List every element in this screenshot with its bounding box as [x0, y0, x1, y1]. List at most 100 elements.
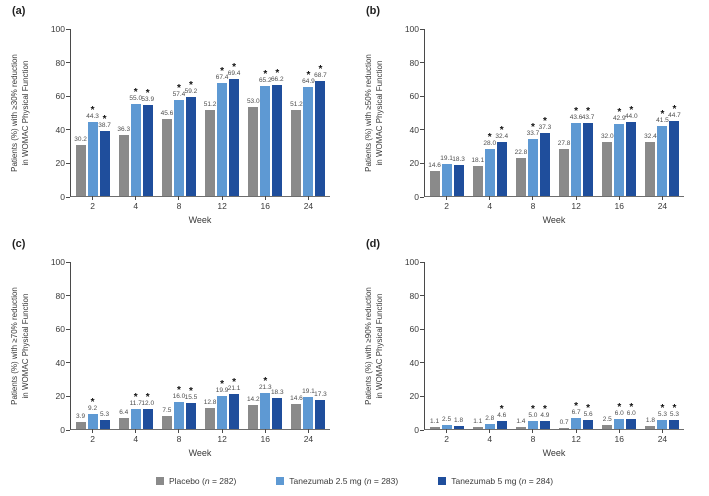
bar — [614, 123, 625, 196]
x-tick-mark — [307, 196, 309, 200]
bar-value-label: 55.0 — [129, 94, 143, 102]
x-axis-slot: 12 — [201, 196, 244, 211]
bar-group: 51.2 * 64.9 * 68.7 — [287, 29, 330, 196]
x-axis: 2 4 8 12 16 24 — [71, 429, 330, 444]
x-axis-slot: 16 — [598, 196, 641, 211]
y-tick-label: 20 — [409, 391, 419, 402]
significance-star: * — [145, 391, 150, 403]
bar — [229, 79, 240, 196]
y-tick-label: 40 — [55, 124, 65, 135]
bar-value-label: 3.9 — [76, 413, 86, 421]
x-tick-label: 16 — [614, 201, 624, 211]
x-tick-mark — [92, 196, 94, 200]
x-tick-label: 2 — [90, 434, 95, 444]
plot-area: 0 20 40 60 80 100 30.2 * 44.3 * 38.7 36.3 * 55.0 * 53.9… — [51, 24, 330, 211]
significance-star: * — [660, 109, 665, 121]
bar-cell: * 59.2 — [185, 80, 197, 196]
bar-group: 22.8 * 33.7 * 37.3 — [511, 29, 554, 196]
bar-value-label: 14.6 — [428, 162, 441, 170]
bar-cell: * 42.9 — [613, 106, 626, 196]
significance-star: * — [318, 63, 323, 75]
bar — [260, 86, 271, 196]
x-tick-label: 8 — [176, 201, 182, 211]
x-tick-label: 2 — [90, 201, 95, 211]
bar-cell: * 16.0 — [172, 386, 186, 429]
significance-star: * — [617, 401, 622, 413]
significance-star: * — [263, 376, 268, 388]
y-axis-label: Patients (%) with ≥90% reduction in WOMAC… — [363, 260, 389, 432]
x-axis: 2 4 8 12 16 24 — [425, 196, 684, 211]
bar — [291, 109, 302, 196]
bar-group: 30.2 * 44.3 * 38.7 — [71, 29, 114, 196]
y-tick-label: 100 — [50, 257, 65, 267]
x-tick-mark — [264, 196, 266, 200]
x-axis-slot: 2 — [71, 429, 114, 444]
bar-value-label: 44.7 — [668, 111, 681, 119]
x-tick-mark — [221, 196, 223, 200]
bar-cell: 1.4 — [515, 418, 526, 429]
bar-group: 14.6 19.1 18.3 — [425, 29, 468, 196]
bar-cell: * 5.6 — [583, 403, 594, 429]
bar — [571, 417, 582, 429]
significance-star: * — [629, 401, 634, 413]
bar — [272, 398, 283, 429]
bar-value-label: 28.0 — [483, 139, 497, 147]
bar-value-label: 22.8 — [514, 148, 528, 156]
bar-value-label: 16.0 — [172, 393, 186, 401]
figure-grid: (a) Patients (%) with ≥30% reduction in WO… — [9, 5, 684, 458]
bar-cell: 6.4 — [118, 409, 129, 429]
significance-star: * — [487, 131, 492, 143]
significance-star: * — [530, 403, 535, 415]
bar-group: 14.2 * 21.3 18.3 — [244, 262, 287, 429]
x-tick-mark — [532, 196, 534, 200]
bar-cell: 18.3 — [271, 389, 284, 429]
significance-star: * — [263, 69, 268, 81]
x-axis-slot: 12 — [555, 429, 598, 444]
panel-letter: (c) — [12, 238, 26, 250]
significance-star: * — [617, 106, 622, 118]
bar — [248, 405, 259, 429]
y-tick-label: 60 — [55, 91, 65, 102]
y-axis-label-line: in WOMAC Physical Function — [21, 293, 30, 399]
y-axis-label-line: in WOMAC Physical Function — [375, 293, 384, 399]
bar-value-label: 44.3 — [86, 112, 99, 120]
bar — [645, 425, 656, 429]
bar — [75, 422, 86, 429]
bar-cell: 3.9 — [75, 413, 86, 429]
x-tick-label: 12 — [217, 434, 227, 444]
x-tick-mark — [221, 429, 223, 433]
bar — [142, 105, 153, 196]
y-tick-label: 100 — [404, 257, 419, 267]
x-tick-label: 2 — [444, 201, 449, 211]
y-tick-label: 20 — [55, 391, 65, 402]
legend-swatch — [155, 477, 164, 485]
y-axis-label-line: Patients (%) with ≥90% reduction — [364, 287, 373, 405]
bar-group: 18.1 * 28.0 * 32.4 — [468, 29, 511, 196]
bar-cell: * 44.0 — [625, 105, 638, 196]
x-tick-label: 4 — [487, 434, 493, 444]
plot-area: 0 20 40 60 80 100 14.6 19.1 18.3 18.1 * 28.0 * 32.4 22… — [405, 24, 684, 211]
y-tick-mark — [65, 328, 70, 330]
bar-cell: 7.5 — [161, 407, 172, 429]
y-axis-label: Patients (%) with ≥70% reduction in WOMAC… — [9, 260, 35, 432]
bar-cell: 12.8 — [204, 399, 216, 429]
bar-cell: 1.1 — [429, 418, 440, 429]
bar — [87, 121, 98, 196]
bar — [217, 395, 228, 429]
significance-star: * — [530, 122, 535, 134]
significance-star: * — [629, 105, 634, 117]
bar-cell: * 43.7 — [582, 106, 594, 196]
bar-value-label: 1.4 — [516, 417, 526, 425]
significance-star: * — [220, 378, 225, 390]
bar-group: 0.7 * 6.7 * 5.6 — [555, 262, 598, 429]
bar-value-label: 32.4 — [644, 132, 657, 140]
bar-group: 1.1 2.5 1.8 — [425, 262, 468, 429]
bar-value-label: 1.1 — [473, 418, 483, 426]
bar-value-label: 4.9 — [540, 411, 550, 419]
bar — [441, 163, 452, 196]
significance-star: * — [542, 403, 547, 415]
bar-value-label: 68.7 — [314, 71, 327, 79]
bar-cell: * 28.0 — [483, 131, 497, 196]
bar-value-label: 32.0 — [600, 133, 614, 141]
legend-label: Tanezumab 2.5 mg (n = 283) — [289, 476, 399, 486]
